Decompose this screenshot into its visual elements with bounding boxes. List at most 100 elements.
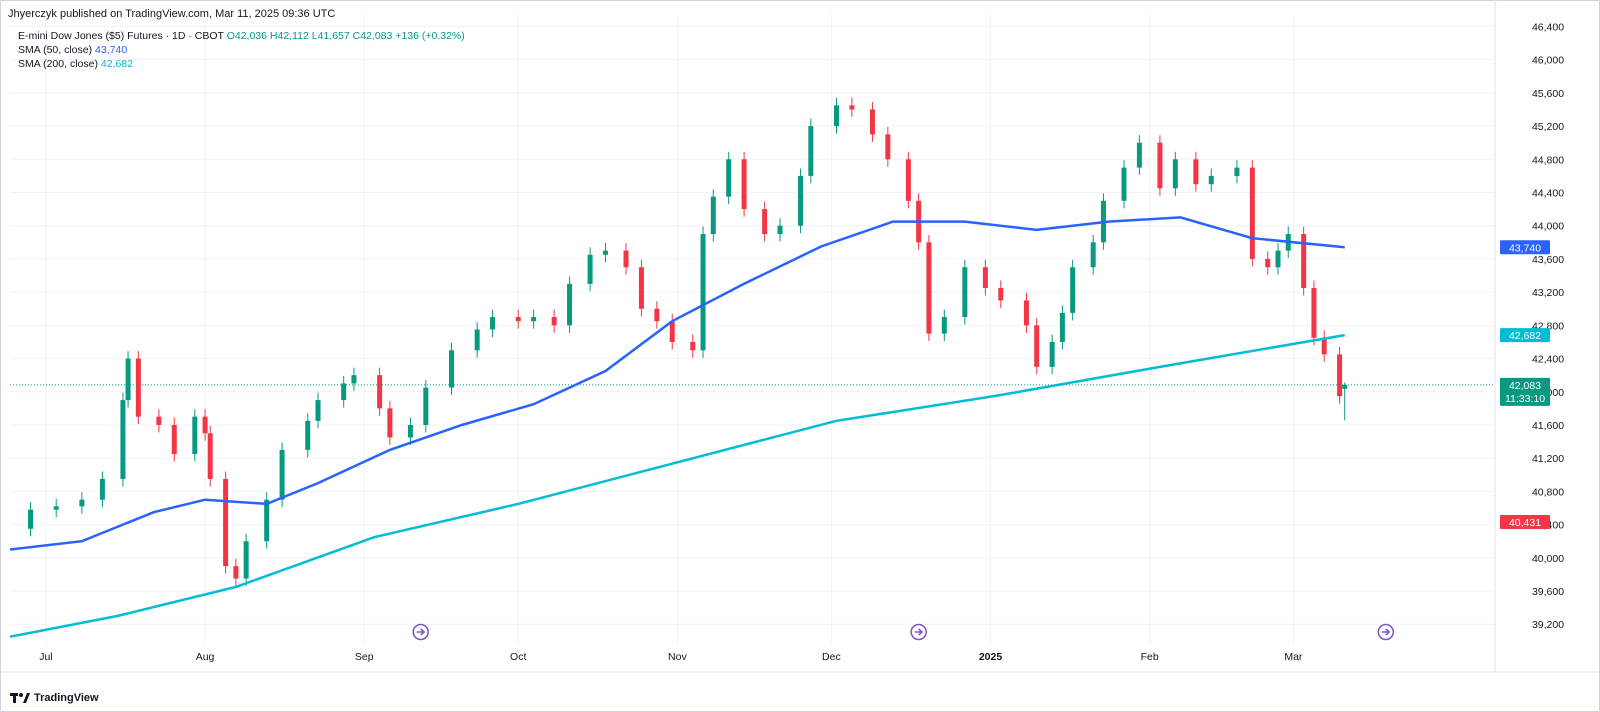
candle-down[interactable] [690,341,696,351]
candle-up[interactable] [962,267,968,318]
candle-down[interactable] [654,308,660,322]
candle-up[interactable] [1172,159,1178,189]
candle-down[interactable] [905,159,911,201]
ohlc-low: L41,657 [311,30,350,42]
candle-up[interactable] [1121,167,1127,201]
sma200-legend[interactable]: SMA (200, close) 42,682 [18,58,133,70]
candle-up[interactable] [125,358,131,401]
y-tick-label: 39,600 [1532,586,1564,598]
candle-up[interactable] [1342,384,1348,389]
candle-up[interactable] [1234,167,1240,176]
candle-up[interactable] [474,329,480,351]
candle-up[interactable] [1070,267,1076,313]
candle-down[interactable] [1034,325,1040,367]
candle-up[interactable] [834,105,840,127]
candle-up[interactable] [1275,250,1281,268]
candle-down[interactable] [1265,258,1271,268]
candle-down[interactable] [515,317,521,322]
candle-down[interactable] [202,416,208,434]
price-label-sma200 [1500,328,1550,343]
candle-down[interactable] [156,416,162,425]
y-tick-label: 40,800 [1532,486,1564,498]
candle-down[interactable] [1157,142,1163,189]
candle-up[interactable] [1090,242,1096,268]
candle-up[interactable] [777,225,783,235]
candle-up[interactable] [315,400,321,421]
candle-up[interactable] [531,317,537,322]
candle-up[interactable] [53,506,59,510]
candle-up[interactable] [710,196,716,235]
price-label-last [1500,377,1550,406]
candle-down[interactable] [669,321,675,342]
candle-up[interactable] [1049,341,1055,367]
candle-down[interactable] [135,358,141,417]
candle-up[interactable] [279,449,285,500]
candle-down[interactable] [223,478,229,567]
y-tick-label: 42,400 [1532,354,1564,366]
candle-down[interactable] [869,109,875,135]
candle-up[interactable] [448,350,454,388]
candle-up[interactable] [407,424,413,438]
candle-down[interactable] [387,408,393,438]
candle-up[interactable] [567,283,573,326]
candle-down[interactable] [1311,287,1317,338]
candle-down[interactable] [233,566,239,579]
candle-down[interactable] [762,209,768,235]
candle-down[interactable] [1337,354,1343,397]
candle-down[interactable] [171,424,177,455]
y-tick-label: 39,200 [1532,619,1564,631]
sma200-line[interactable] [9,333,1345,638]
symbol-legend: E-mini Dow Jones ($5) Futures · 1D · CBO… [18,30,465,42]
candle-down[interactable] [998,287,1004,301]
tradingview-branding[interactable]: TradingView [10,692,99,704]
x-tick-label: Aug [196,651,215,663]
candle-down[interactable] [885,134,891,160]
brand-label: TradingView [34,692,99,704]
candle-down[interactable] [638,267,644,309]
y-tick-label: 45,600 [1532,88,1564,100]
symbol-title[interactable]: E-mini Dow Jones ($5) Futures · 1D · CBO… [18,30,224,42]
sma50-legend[interactable]: SMA (50, close) 43,740 [18,44,127,56]
candle-down[interactable] [377,375,383,409]
candle-up[interactable] [192,416,198,455]
candle-down[interactable] [207,433,213,479]
candle-up[interactable] [1059,312,1065,342]
candle-up[interactable] [941,317,947,334]
candle-down[interactable] [741,159,747,210]
candle-up[interactable] [490,317,496,330]
sma50-line[interactable] [9,216,1345,551]
candle-up[interactable] [305,420,311,450]
candle-up[interactable] [1208,175,1214,185]
candle-down[interactable] [1249,167,1255,259]
candle-up[interactable] [1136,142,1142,168]
candle-down[interactable] [926,242,932,334]
candle-up[interactable] [341,383,347,401]
candle-up[interactable] [423,387,429,425]
candle-down[interactable] [1321,337,1327,355]
candle-up[interactable] [120,400,126,479]
candle-down[interactable] [1023,300,1029,326]
candle-down[interactable] [849,105,855,110]
candle-down[interactable] [1193,159,1199,185]
candle-up[interactable] [351,375,357,384]
candle-up[interactable] [99,478,105,500]
sma200-value: 42,682 [100,58,133,70]
candle-up[interactable] [798,175,804,226]
candle-up[interactable] [700,234,706,351]
candle-down[interactable] [1301,234,1307,288]
price-label-sma50 [1500,240,1550,255]
candle-up[interactable] [602,250,608,255]
candle-up[interactable] [264,499,270,542]
candle-down[interactable] [982,267,988,288]
candle-up[interactable] [79,499,85,507]
candle-down[interactable] [551,317,557,326]
candle-up[interactable] [726,159,732,197]
publisher-line: Jhyerczyk published on TradingView.com, … [8,8,336,20]
candle-up[interactable] [28,509,34,529]
candle-up[interactable] [587,254,593,284]
candle-up[interactable] [243,541,249,579]
candle-down[interactable] [623,250,629,268]
x-tick-label: Jul [39,651,52,663]
candle-up[interactable] [808,126,814,176]
